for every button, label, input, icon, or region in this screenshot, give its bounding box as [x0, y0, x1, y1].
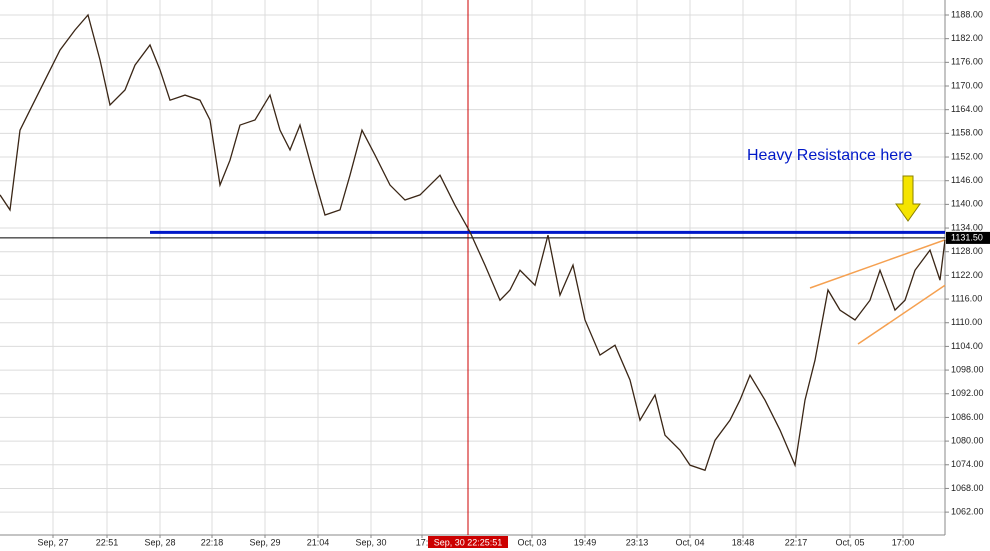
y-tick-label: 1086.00: [951, 412, 984, 422]
y-tick-label: 1110.00: [951, 317, 982, 327]
cursor-label-box: [428, 536, 508, 548]
y-tick-label: 1152.00: [951, 151, 983, 161]
x-tick-label: 22:17: [785, 537, 808, 547]
x-tick-label: Oct, 04: [675, 537, 704, 547]
y-tick-label: 1146.00: [951, 175, 983, 185]
y-tick-label: 1176.00: [951, 57, 983, 67]
x-tick-label: 21:04: [307, 537, 330, 547]
y-tick-label: 1068.00: [951, 483, 984, 493]
y-tick-label: 1074.00: [951, 459, 984, 469]
annotation: Heavy Resistance here: [747, 147, 913, 164]
x-tick-label: 17:: [416, 537, 429, 547]
x-tick-label: 17:00: [892, 537, 915, 547]
y-tick-label: 1158.00: [951, 128, 983, 138]
y-tick-label: 1134.00: [951, 222, 983, 232]
x-tick-label: 22:51: [96, 537, 119, 547]
last-price-box: [946, 231, 990, 244]
y-tick-label: 1116.00: [951, 293, 982, 303]
price-line: [0, 13, 946, 472]
y-tick-label: 1092.00: [951, 388, 984, 398]
y-tick-label: 1080.00: [951, 435, 984, 445]
y-tick-label: 1182.00: [951, 33, 983, 43]
x-tick-label: Oct, 03: [517, 537, 546, 547]
last-price-label: 1131.50: [951, 232, 983, 242]
x-tick-label: Sep, 30: [355, 537, 386, 547]
x-tick-label: 19:49: [574, 537, 597, 547]
x-tick-label: Sep, 27: [37, 537, 68, 547]
x-tick-label: 23:13: [626, 537, 649, 547]
y-tick-label: 1062.00: [951, 506, 984, 516]
cursor-label: Sep, 30 22:25:51: [434, 537, 503, 547]
arrow: [895, 175, 921, 222]
y-tick-label: 1122.00: [951, 270, 983, 280]
x-tick-label: Sep, 29: [249, 537, 280, 547]
y-tick-label: 1164.00: [951, 104, 983, 114]
x-tick-label: Oct, 05: [835, 537, 864, 547]
x-tick-label: Sep, 28: [144, 537, 175, 547]
x-tick-label: 22:18: [201, 537, 224, 547]
y-tick-label: 1140.00: [951, 199, 983, 209]
y-tick-label: 1170.00: [951, 80, 983, 90]
y-tick-label: 1128.00: [951, 246, 983, 256]
trend-line: [809, 239, 946, 289]
y-tick-label: 1188.00: [951, 9, 983, 19]
trend-line: [857, 284, 946, 345]
y-tick-label: 1098.00: [951, 364, 984, 374]
y-tick-label: 1104.00: [951, 341, 983, 351]
x-tick-label: 18:48: [732, 537, 755, 547]
